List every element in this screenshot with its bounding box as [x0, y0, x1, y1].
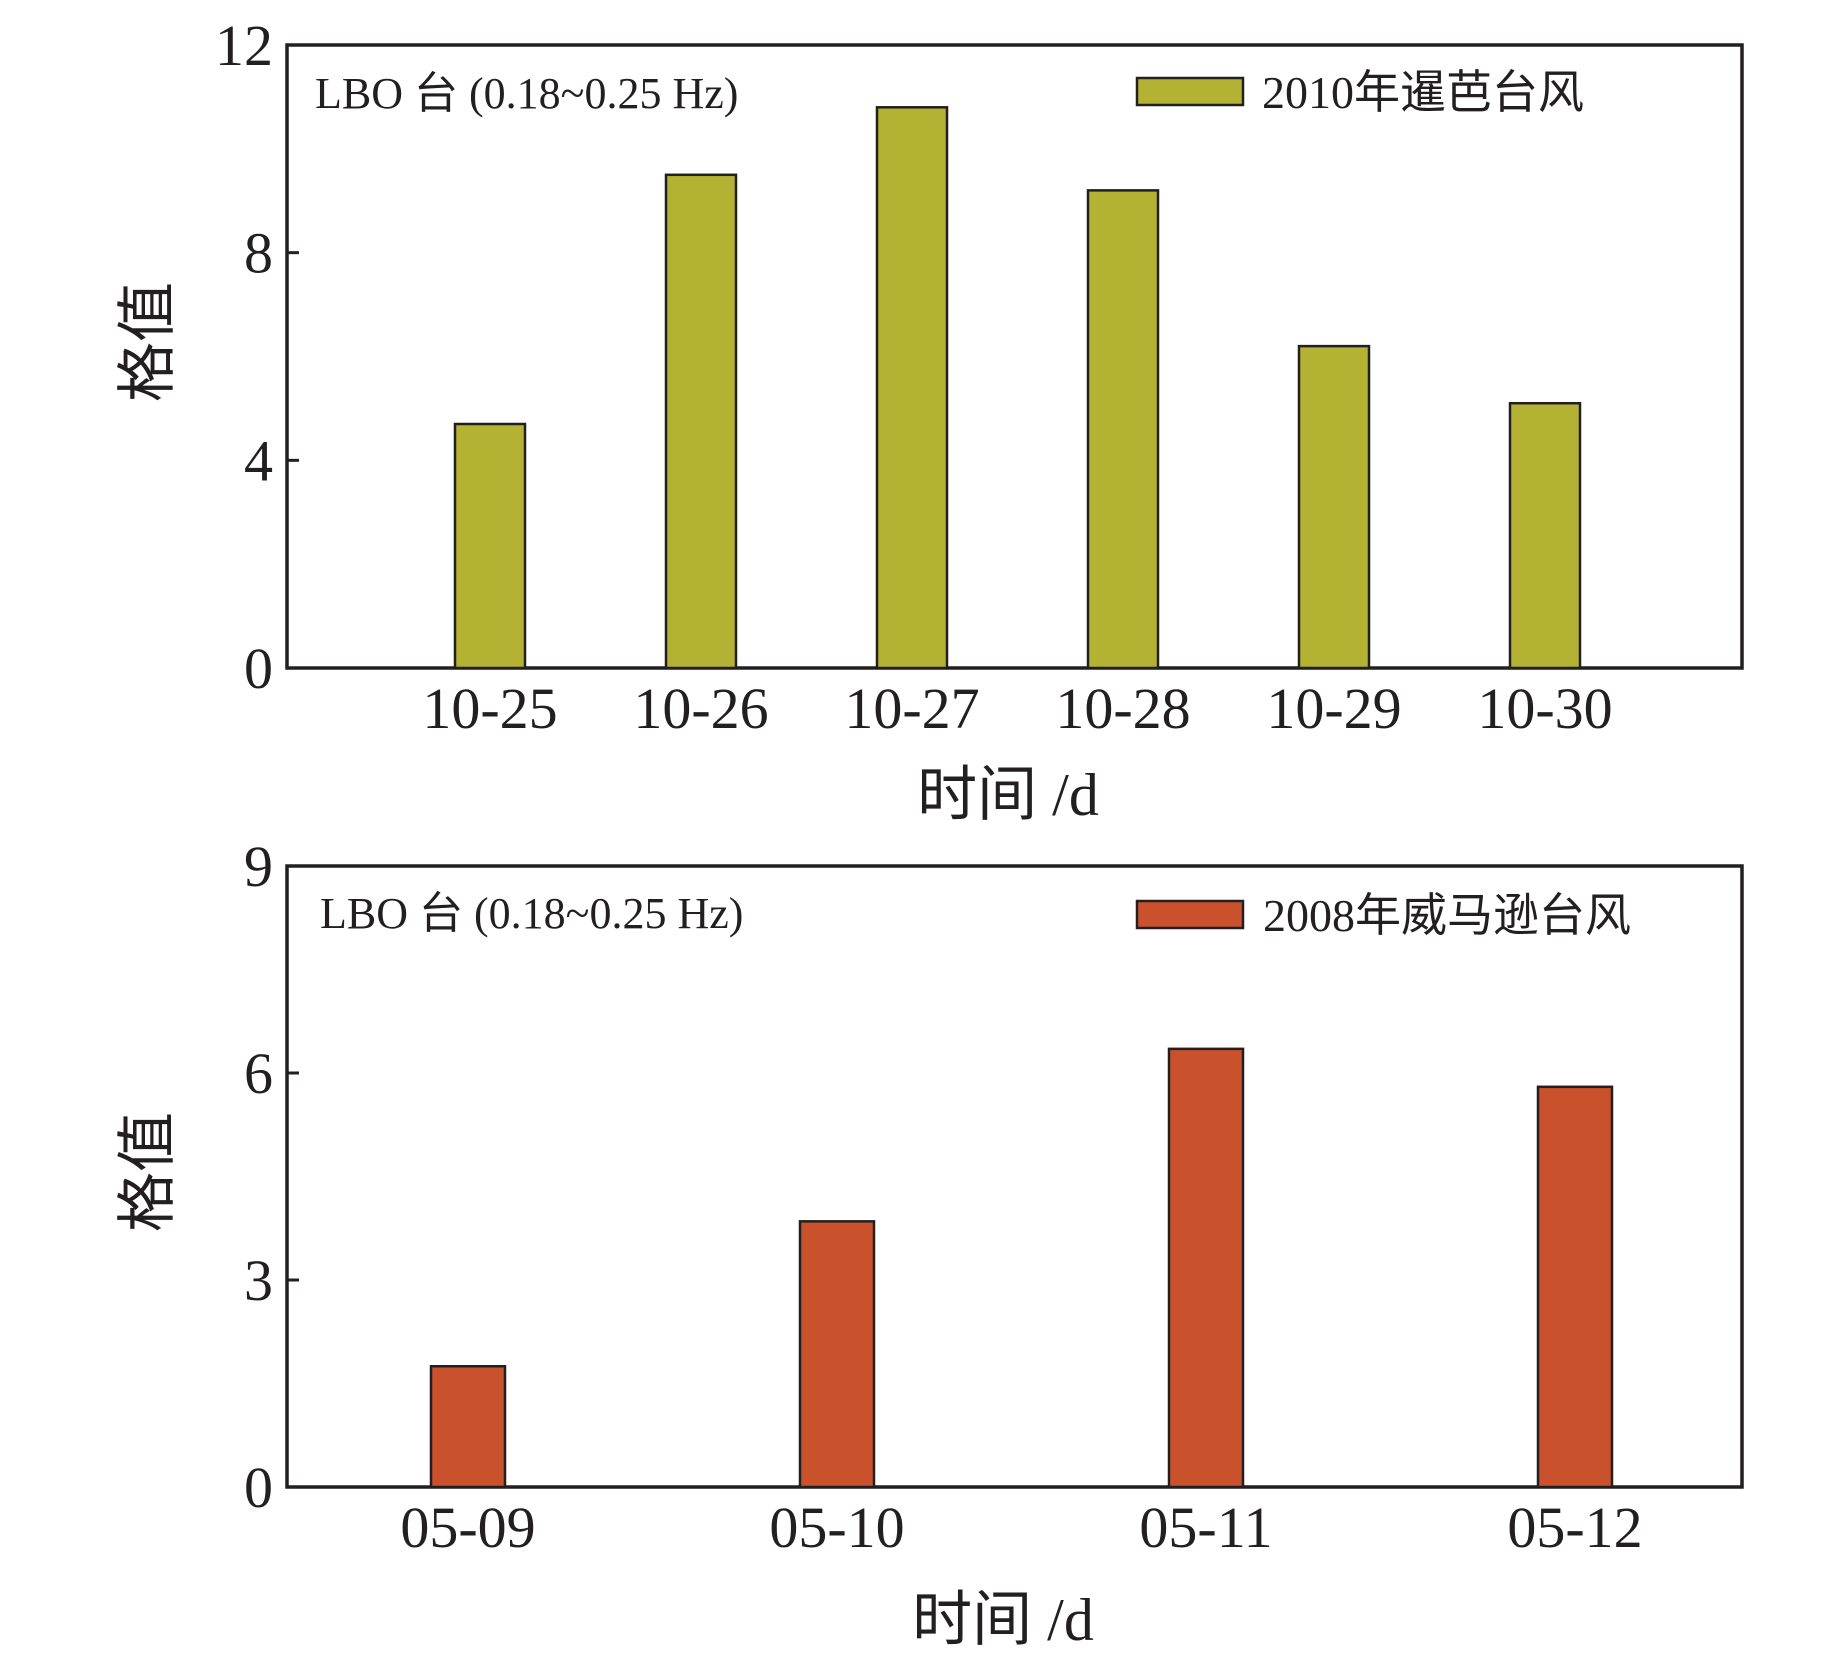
x-tick-label: 05-11	[1139, 1495, 1272, 1560]
y-tick-label: 0	[244, 636, 273, 701]
x-axis: 10-25 10-26 10-27 10-28 10-29 10-30	[422, 676, 1612, 741]
x-axis-label: 时间 /d	[912, 1587, 1094, 1653]
bar	[664, 173, 738, 670]
plot-frame	[285, 43, 1744, 670]
y-axis-label: 格值	[115, 282, 181, 402]
legend: 2010年暹芭台风	[1135, 67, 1584, 118]
bar	[875, 106, 949, 670]
bar	[798, 1220, 876, 1489]
bar-group	[453, 106, 1582, 670]
y-axis: 0 4 8 12	[215, 13, 299, 701]
x-tick-label: 05-10	[769, 1495, 904, 1560]
legend-label: 2010年暹芭台风	[1262, 67, 1584, 118]
x-axis-label: 时间 /d	[917, 762, 1099, 828]
legend-swatch	[1135, 899, 1245, 930]
bar	[1167, 1047, 1245, 1489]
station-annotation: LBO 台 (0.18~0.25 Hz)	[320, 889, 743, 938]
x-tick-label: 10-26	[633, 676, 768, 741]
chart-typhoon-2010: 0 4 8 12 10-25 10-26 10-27 10-28 10-29 10-30 LBO…	[115, 13, 1744, 828]
x-tick-label: 10-29	[1266, 676, 1401, 741]
x-axis: 05-09 05-10 05-11 05-12	[400, 1495, 1642, 1560]
bar-group	[429, 1047, 1614, 1489]
x-tick-label: 05-12	[1507, 1495, 1642, 1560]
bar	[1508, 401, 1582, 670]
y-tick-label: 8	[244, 221, 273, 286]
station-annotation: LBO 台 (0.18~0.25 Hz)	[315, 69, 738, 118]
y-tick-label: 4	[244, 428, 273, 493]
bar	[453, 422, 527, 670]
x-tick-label: 10-25	[422, 676, 557, 741]
x-tick-label: 10-30	[1477, 676, 1612, 741]
bar	[1086, 189, 1160, 670]
chart-typhoon-2008: 0 3 6 9 05-09 05-10 05-11 05-12 LBO 台 (0.18~0.…	[115, 834, 1744, 1653]
bar	[1536, 1085, 1614, 1489]
y-tick-label: 6	[244, 1041, 273, 1106]
y-tick-label: 9	[244, 834, 273, 899]
y-tick-label: 12	[215, 13, 273, 78]
y-axis-label: 格值	[115, 1112, 181, 1232]
y-axis: 0 3 6 9	[244, 834, 299, 1520]
legend-label: 2008年威马逊台风	[1263, 890, 1631, 941]
plot-frame	[285, 864, 1744, 1489]
y-tick-label: 0	[244, 1455, 273, 1520]
bar	[429, 1365, 507, 1489]
legend-swatch	[1135, 76, 1245, 107]
x-tick-label: 05-09	[400, 1495, 535, 1560]
bar	[1297, 344, 1371, 670]
x-tick-label: 10-27	[844, 676, 979, 741]
legend: 2008年威马逊台风	[1135, 890, 1631, 941]
y-tick-label: 3	[244, 1248, 273, 1313]
x-tick-label: 10-28	[1055, 676, 1190, 741]
